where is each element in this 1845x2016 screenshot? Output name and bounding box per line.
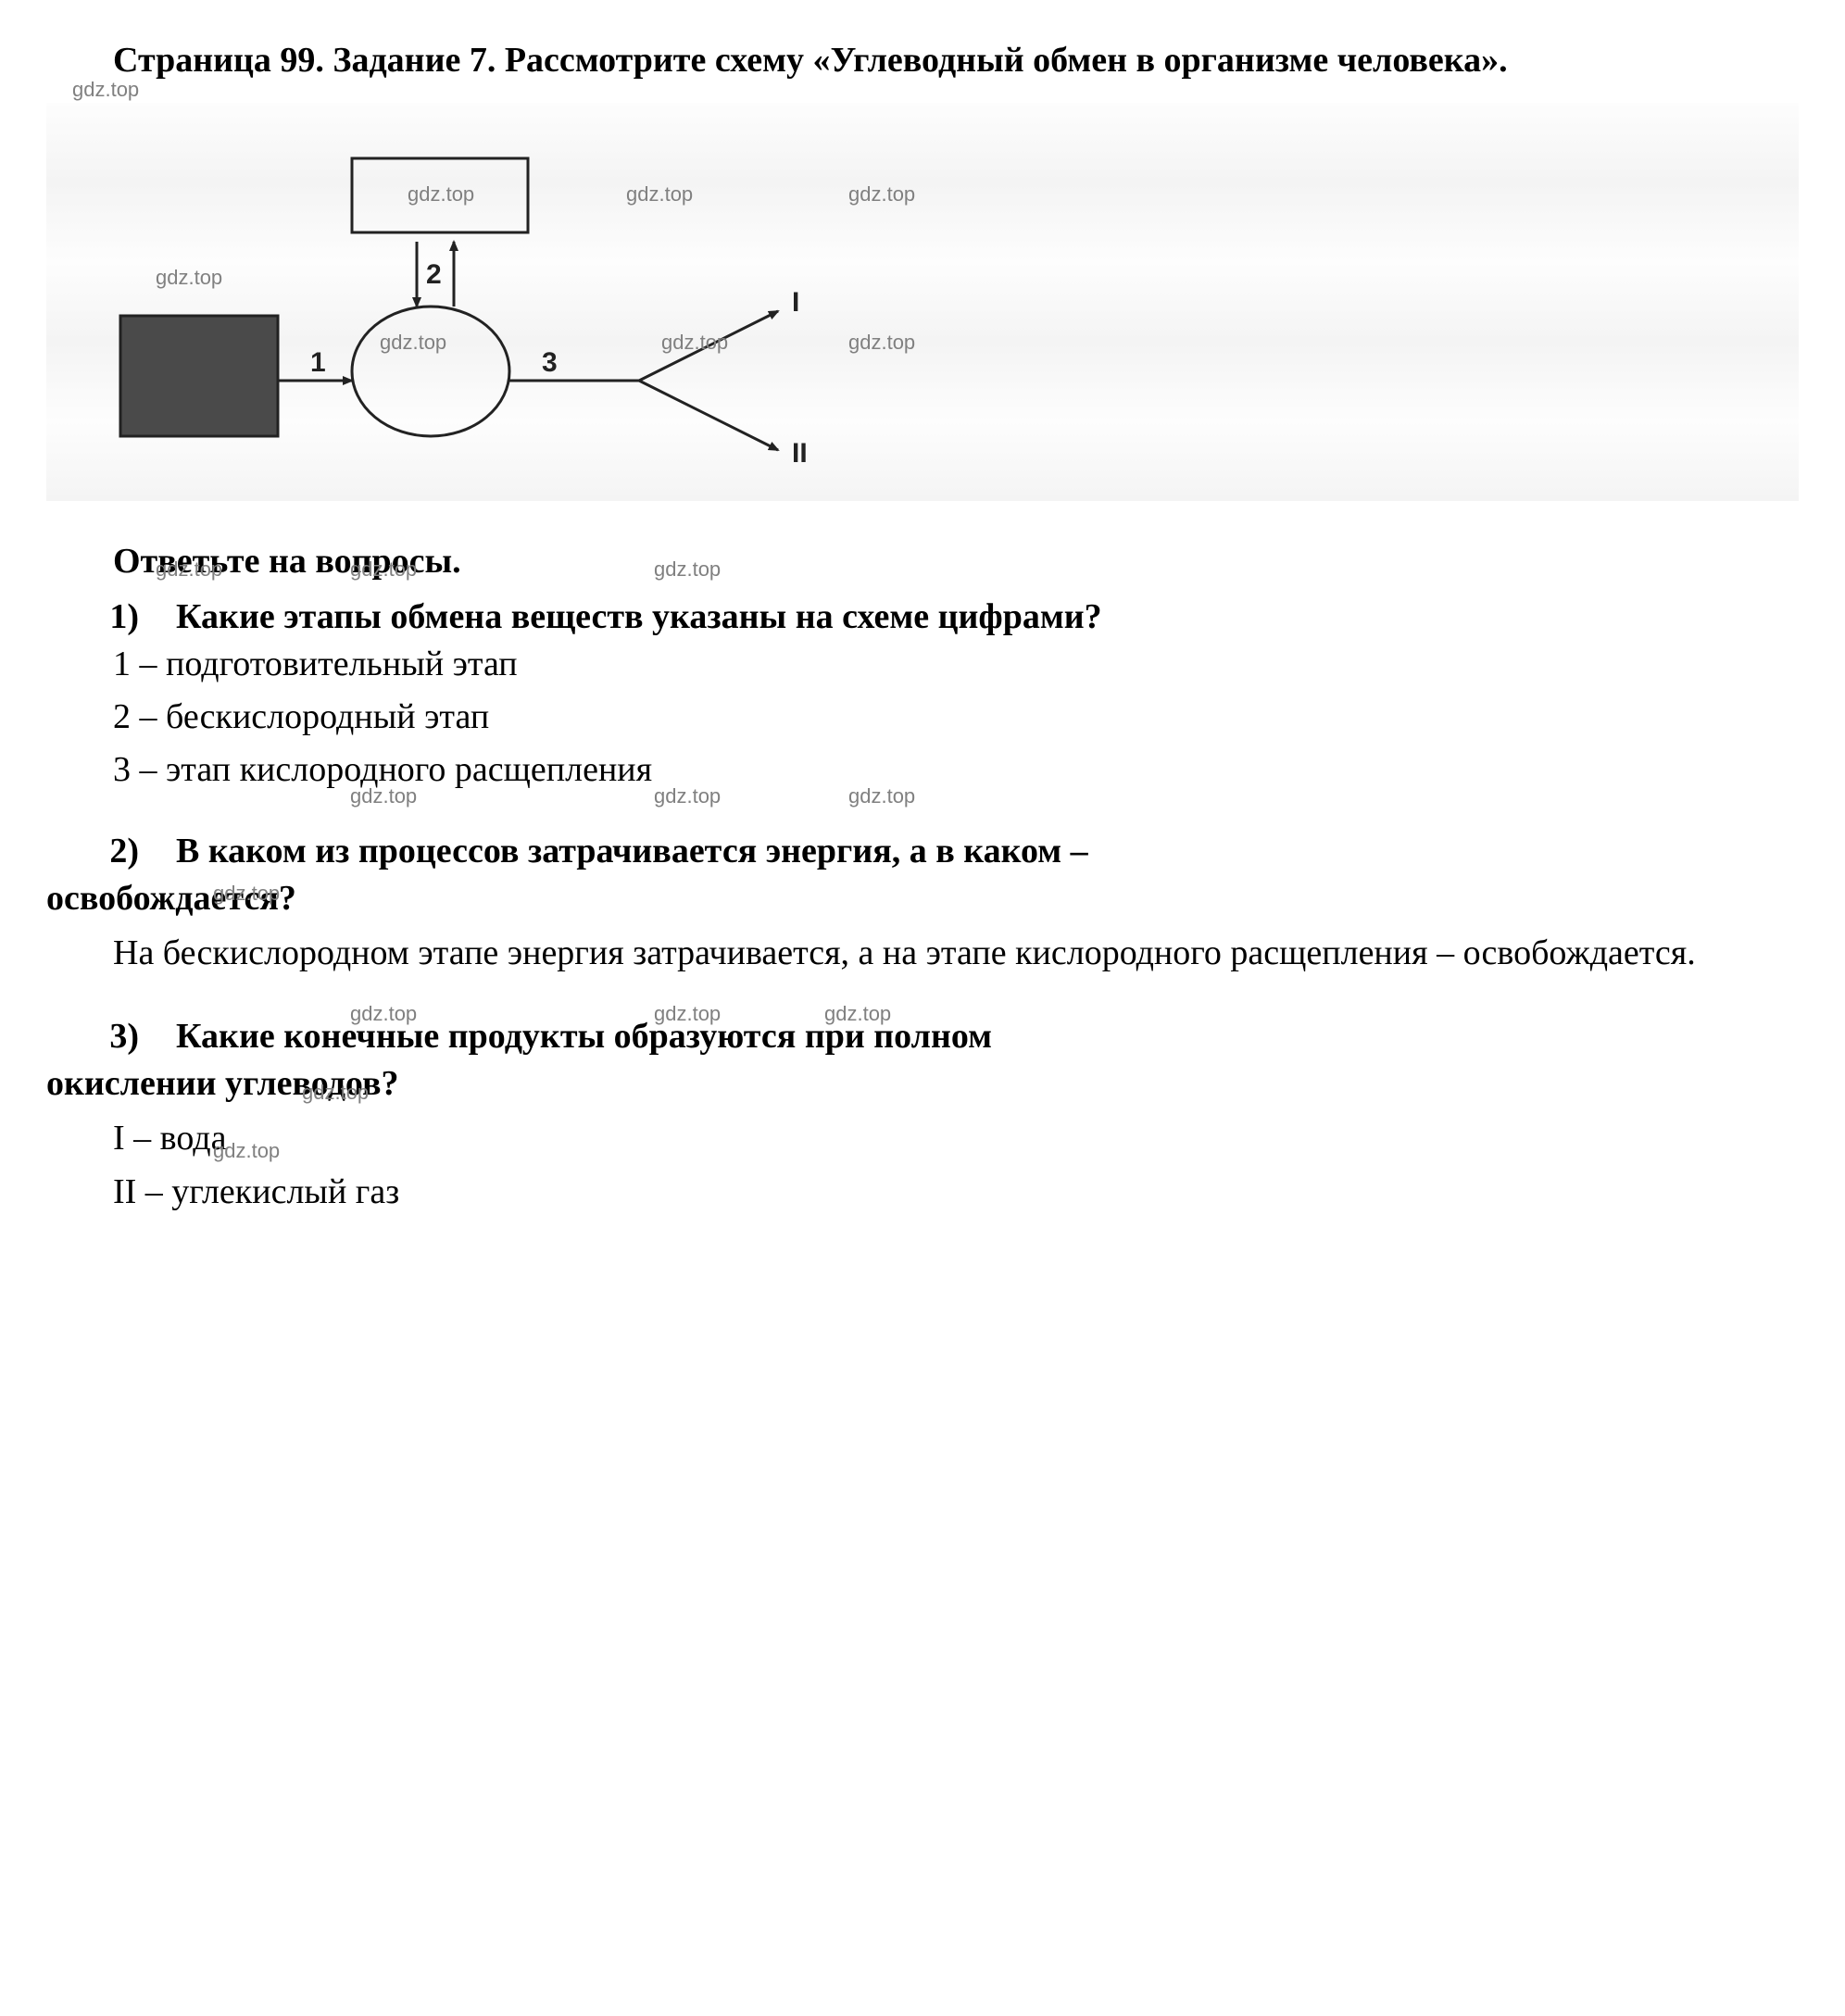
q3-answers: I – вода II – углекислый газ xyxy=(113,1115,1799,1216)
page-root: Страница 99. Задание 7. Рассмотрите схем… xyxy=(46,37,1799,1216)
diagram-svg: 123III xyxy=(46,103,969,501)
q3-text-b: окислении углеводов? xyxy=(46,1060,1799,1108)
svg-text:II: II xyxy=(792,438,808,469)
q2-text-b: освобождается? xyxy=(46,875,1799,922)
page-header: Страница 99. Задание 7. Рассмотрите схем… xyxy=(46,37,1799,84)
q2-text-a: В каком из процессов затрачивается энерг… xyxy=(176,828,1799,875)
answers-header: Ответьте на вопросы. xyxy=(46,538,1799,585)
q1-text: Какие этапы обмена веществ указаны на сх… xyxy=(176,594,1799,641)
svg-text:1: 1 xyxy=(310,347,326,378)
svg-text:2: 2 xyxy=(426,259,442,290)
q1-number: 1) xyxy=(46,594,176,641)
q1-answers: 1 – подготовительный этап 2 – бескислоро… xyxy=(113,641,1799,795)
q3-text-a: Какие конечные продукты образуются при п… xyxy=(176,1013,1799,1060)
q1-line-1: 1 – подготовительный этап xyxy=(113,641,1799,688)
diagram-carb-exchange: 123III xyxy=(46,103,1799,501)
q3-line-2: II – углекислый газ xyxy=(113,1169,1799,1216)
q2-answer: На бескислородном этапе энергия затрачив… xyxy=(46,930,1799,977)
q1-line-3: 3 – этап кислородного расщепления xyxy=(113,746,1799,794)
q3-number: 3) xyxy=(46,1013,176,1060)
svg-text:I: I xyxy=(792,287,799,318)
q1-line-2: 2 – бескислородный этап xyxy=(113,694,1799,741)
svg-text:3: 3 xyxy=(542,347,558,378)
q3-line-1: I – вода xyxy=(113,1115,1799,1162)
q2-number: 2) xyxy=(46,828,176,875)
